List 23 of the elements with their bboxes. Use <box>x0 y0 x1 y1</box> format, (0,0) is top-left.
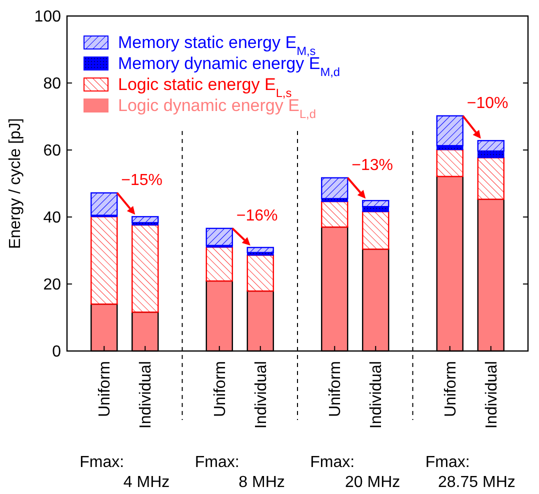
x-tick-label: Individual <box>368 361 386 429</box>
text: Fmax: 4 MHz <box>80 454 170 491</box>
y-tick-label: 20 <box>43 276 62 294</box>
text: Fmax: 8 MHz <box>194 454 285 491</box>
y-tick-label: 100 <box>34 8 62 26</box>
annotation: −16% <box>236 207 278 224</box>
annotation: −13% <box>352 156 393 174</box>
annotation: −10% <box>466 94 508 112</box>
x-tick-label: Individual <box>138 361 155 429</box>
x-tick-label: Individual <box>252 361 270 429</box>
annotation: −15% <box>121 172 162 189</box>
y-tick-label: 40 <box>43 210 62 227</box>
x-tick-label: Uniform <box>327 361 344 418</box>
x-tick-label: Uniform <box>212 361 229 418</box>
x-tick-label: Individual <box>483 361 500 429</box>
y-axis-title: Energy / cycle [pJ] <box>7 118 24 249</box>
y-tick-label: 0 <box>52 344 62 361</box>
text: Fmax: 28.75 MHz <box>425 454 516 491</box>
text: Fmax: 20 MHz <box>310 454 400 491</box>
y-tick-label: 80 <box>43 76 62 93</box>
y-tick-label: 60 <box>43 142 62 160</box>
x-tick-label: Uniform <box>442 361 460 418</box>
x-tick-label: Uniform <box>96 361 114 418</box>
